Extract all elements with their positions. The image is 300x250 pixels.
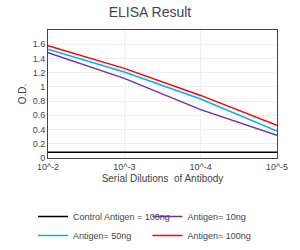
svg-text:0.2: 0.2 — [33, 139, 46, 149]
svg-text:10^-2: 10^-2 — [37, 162, 59, 172]
svg-text:Control Antigen = 100ng: Control Antigen = 100ng — [73, 212, 170, 222]
svg-text:10^-5: 10^-5 — [266, 162, 288, 172]
svg-text:10^-4: 10^-4 — [190, 162, 212, 172]
svg-text:O.D.: O.D. — [17, 84, 28, 105]
svg-text:10^-3: 10^-3 — [113, 162, 135, 172]
svg-text:1.4: 1.4 — [33, 54, 46, 64]
svg-text:0.8: 0.8 — [33, 96, 46, 106]
svg-text:1.6: 1.6 — [33, 39, 46, 49]
svg-text:0.6: 0.6 — [33, 110, 46, 120]
svg-text:0.4: 0.4 — [33, 125, 46, 135]
svg-text:1: 1 — [40, 82, 45, 92]
svg-text:Serial Dilutions of Antibody: Serial Dilutions of Antibody — [102, 173, 224, 184]
svg-text:ELISA Result: ELISA Result — [109, 4, 192, 20]
svg-text:Antigen= 10ng: Antigen= 10ng — [188, 212, 246, 222]
svg-text:0: 0 — [40, 153, 45, 163]
svg-text:1.2: 1.2 — [33, 68, 46, 78]
svg-text:Antigen= 50ng: Antigen= 50ng — [73, 231, 131, 241]
svg-text:Antigen= 100ng: Antigen= 100ng — [188, 231, 251, 241]
